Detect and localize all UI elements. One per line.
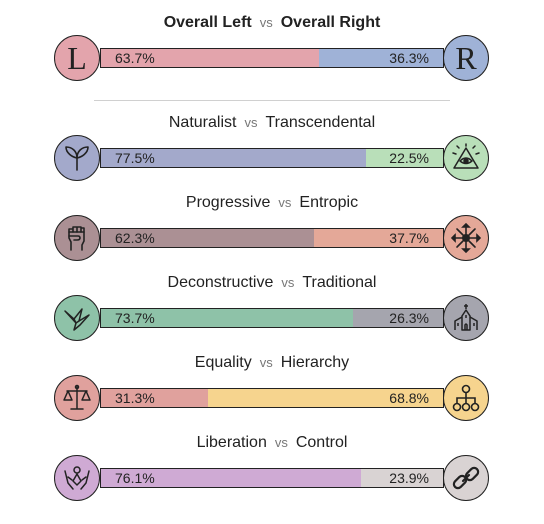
axis-right-segment: 26.3% xyxy=(353,309,443,327)
origami-bird-icon-svg xyxy=(64,308,90,331)
overall-right-percent: 36.3% xyxy=(389,50,429,66)
axis-left-label: Naturalist xyxy=(168,114,237,131)
axis-left-segment: 77.5% xyxy=(101,149,367,167)
overall-right-title: Overall Right xyxy=(280,14,381,31)
axis-left-segment: 31.3% xyxy=(101,389,209,407)
axis-left-segment: 73.7% xyxy=(101,309,354,327)
scales-icon-svg xyxy=(63,384,91,410)
right-letter-icon: R xyxy=(443,35,489,81)
overall-left-title: Overall Left xyxy=(163,14,252,31)
chain-link-icon-svg xyxy=(452,466,480,490)
axis-right-percent: 68.8% xyxy=(389,390,429,406)
scatter-arrows-icon xyxy=(443,215,489,261)
axis-left-segment: 76.1% xyxy=(101,469,362,487)
eye-pyramid-icon xyxy=(443,135,489,181)
axis-left-label: Deconstructive xyxy=(167,274,274,291)
chain-link-icon xyxy=(443,455,489,501)
vs-label: vs xyxy=(259,15,273,30)
freed-hands-icon xyxy=(54,455,100,501)
scatter-arrows-icon-svg xyxy=(451,223,481,253)
axis-title: Progressive vs Entropic xyxy=(0,194,544,212)
axis-right-label: Entropic xyxy=(299,194,359,211)
axis-left-label: Liberation xyxy=(196,434,267,451)
axis-bar: 62.3% 37.7% xyxy=(100,228,444,248)
axis-right-segment: 37.7% xyxy=(314,229,443,247)
vs-label: vs xyxy=(244,115,258,130)
church-icon-svg xyxy=(454,304,478,331)
axis-right-percent: 22.5% xyxy=(389,150,429,166)
divider xyxy=(94,100,450,101)
axis-bar: 76.1% 23.9% xyxy=(100,468,444,488)
axis-left-label: Equality xyxy=(194,354,252,371)
axis-right-segment: 23.9% xyxy=(361,469,443,487)
raised-fist-icon xyxy=(54,215,100,261)
scales-icon xyxy=(54,375,100,421)
left-letter-icon: L xyxy=(54,35,100,81)
axis-right-label: Hierarchy xyxy=(280,354,350,371)
hierarchy-tree-icon xyxy=(443,375,489,421)
axis-right-percent: 23.9% xyxy=(389,470,429,486)
axis-title: Equality vs Hierarchy xyxy=(0,354,544,372)
axis-right-percent: 26.3% xyxy=(389,310,429,326)
right-letter: R xyxy=(455,40,477,76)
overall-left-segment: 63.7% xyxy=(101,49,319,67)
axis-bar: 73.7% 26.3% xyxy=(100,308,444,328)
axis-left-percent: 62.3% xyxy=(115,230,155,246)
overall-left-percent: 63.7% xyxy=(115,50,155,66)
axis-right-segment: 22.5% xyxy=(366,149,443,167)
left-letter: L xyxy=(67,40,87,76)
freed-hands-icon-svg xyxy=(64,466,90,490)
raised-fist-icon-svg xyxy=(68,226,85,251)
axis-left-label: Progressive xyxy=(185,194,271,211)
axis-left-segment: 62.3% xyxy=(101,229,315,247)
axis-bar: 77.5% 22.5% xyxy=(100,148,444,168)
eye-pyramid-icon-svg xyxy=(452,143,480,169)
overall-title: Overall Left vs Overall Right xyxy=(0,14,544,32)
plant-sprout-icon xyxy=(54,135,100,181)
axis-right-percent: 37.7% xyxy=(389,230,429,246)
axis-left-percent: 73.7% xyxy=(115,310,155,326)
axis-title: Deconstructive vs Traditional xyxy=(0,274,544,292)
axis-right-segment: 68.8% xyxy=(208,389,443,407)
vs-label: vs xyxy=(278,195,292,210)
axis-left-percent: 77.5% xyxy=(115,150,155,166)
plant-sprout-icon-svg xyxy=(65,146,89,171)
axis-right-label: Traditional xyxy=(302,274,377,291)
overall-right-segment: 36.3% xyxy=(318,49,443,67)
axis-left-percent: 76.1% xyxy=(115,470,155,486)
overall-bar: 63.7% 36.3% xyxy=(100,48,444,68)
church-icon xyxy=(443,295,489,341)
vs-label: vs xyxy=(259,355,273,370)
axis-title: Naturalist vs Transcendental xyxy=(0,114,544,132)
origami-bird-icon xyxy=(54,295,100,341)
axis-left-percent: 31.3% xyxy=(115,390,155,406)
axis-bar: 31.3% 68.8% xyxy=(100,388,444,408)
axis-right-label: Transcendental xyxy=(265,114,376,131)
vs-label: vs xyxy=(281,275,295,290)
hierarchy-tree-icon-svg xyxy=(452,384,480,412)
vs-label: vs xyxy=(274,435,288,450)
axis-right-label: Control xyxy=(295,434,348,451)
axis-title: Liberation vs Control xyxy=(0,434,544,452)
